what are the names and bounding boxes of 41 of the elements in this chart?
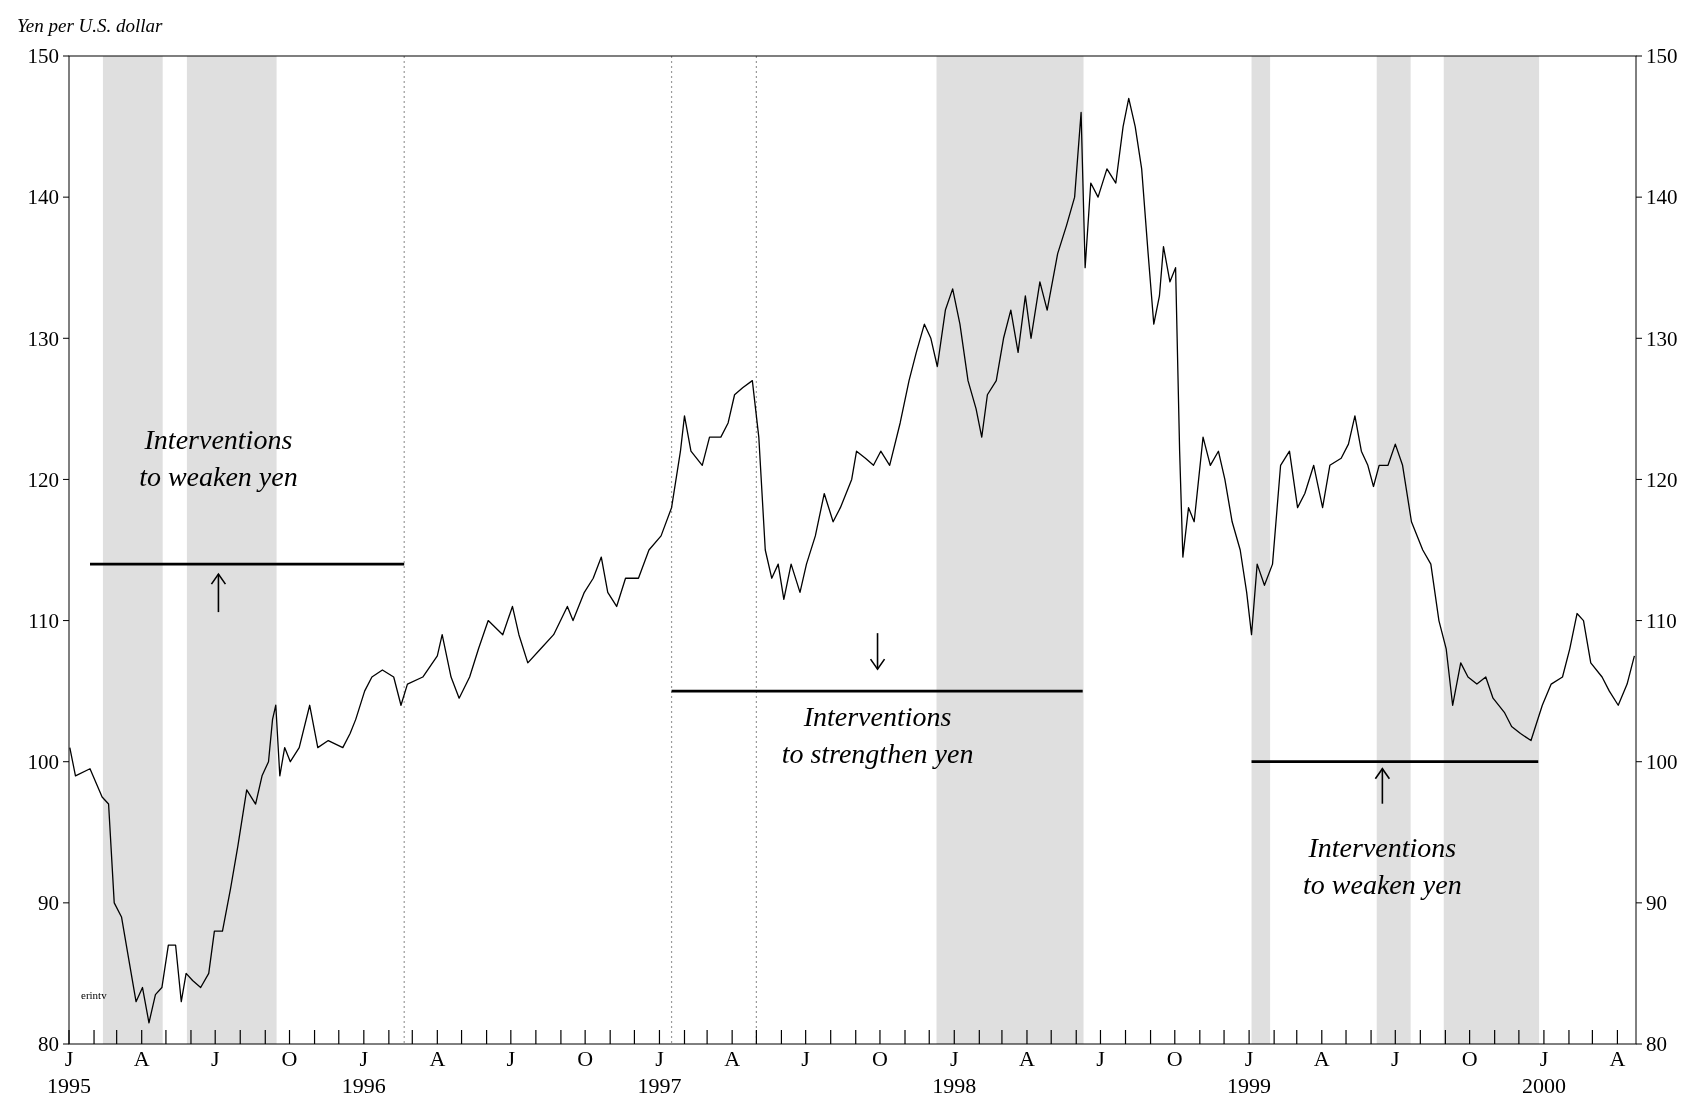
x-tick-label: J: [1391, 1046, 1401, 1071]
y2-tick-label: 110: [1646, 608, 1677, 633]
x-tick-label: A: [1609, 1046, 1626, 1071]
x-tick-label: O: [1461, 1046, 1478, 1071]
x-tick-label: J 1996: [341, 1046, 386, 1098]
y-tick-label: 140: [27, 185, 59, 210]
y2-tick-label: 100: [1646, 750, 1678, 775]
x-tick-label: O: [872, 1046, 888, 1071]
y-tick-label: 120: [27, 467, 59, 492]
y2-tick-label: 140: [1646, 185, 1678, 210]
y2-tick-label: 90: [1646, 891, 1667, 916]
y-axis-title: Yen per U.S. dollar: [17, 15, 164, 36]
x-tick-label: A: [1019, 1046, 1036, 1071]
x-tick-label: O: [1166, 1046, 1183, 1071]
x-tick-label: O: [281, 1046, 298, 1071]
y2-tick-label: 120: [1646, 467, 1678, 492]
y2-tick-label: 130: [1646, 326, 1678, 351]
y-tick-label: 130: [27, 326, 59, 351]
x-tick-label: A: [133, 1046, 150, 1071]
y-tick-label: 110: [28, 608, 59, 633]
annotation: Interventions to weaken yen: [1303, 831, 1462, 900]
y2-tick-label: 150: [1646, 44, 1678, 69]
y-tick-label: 100: [27, 750, 59, 775]
x-tick-label: J 2000: [1521, 1046, 1566, 1098]
x-tick-label: O: [577, 1046, 594, 1071]
x-tick-label: A: [724, 1046, 741, 1071]
x-tick-label: J: [506, 1046, 516, 1071]
x-tick-label: J: [210, 1046, 220, 1071]
annotation: Interventions to weaken yen: [139, 424, 298, 493]
annotation: erintv: [81, 989, 108, 1001]
x-tick-label: A: [1313, 1046, 1330, 1071]
y-tick-label: 150: [27, 44, 59, 69]
x-tick-label: J 1997: [637, 1046, 682, 1098]
x-tick-label: J 1998: [932, 1046, 977, 1098]
x-tick-label: A: [429, 1046, 446, 1071]
y2-tick-label: 80: [1646, 1032, 1667, 1057]
y-tick-label: 90: [38, 891, 59, 916]
annotation: Interventions to strengthen yen: [781, 701, 974, 770]
x-tick-label: J: [1096, 1046, 1106, 1071]
x-tick-label: J 1999: [1227, 1046, 1272, 1098]
x-tick-label: J: [801, 1046, 811, 1071]
